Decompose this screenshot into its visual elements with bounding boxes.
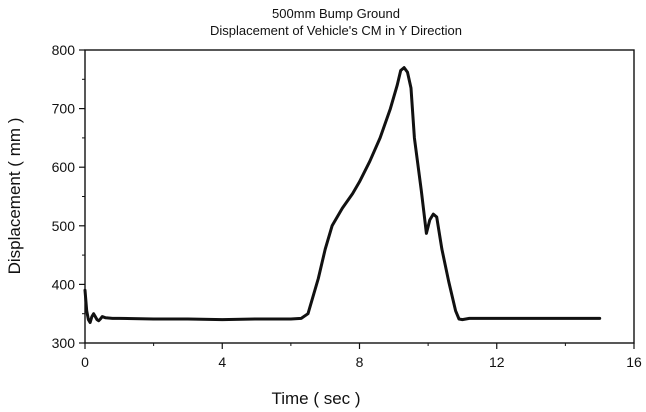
y-axis-label: Displacement ( mm ) bbox=[5, 118, 24, 275]
x-tick-label: 4 bbox=[218, 354, 226, 370]
x-axis-label: Time ( sec ) bbox=[271, 389, 360, 408]
y-tick-label: 400 bbox=[52, 276, 76, 292]
x-axis: 0 4 8 12 16 bbox=[81, 343, 642, 370]
y-tick-label: 800 bbox=[52, 42, 76, 58]
y-axis: 300 400 500 600 700 800 bbox=[52, 42, 85, 351]
x-tick-label: 12 bbox=[489, 354, 505, 370]
y-tick-label: 600 bbox=[52, 159, 76, 175]
plot-frame bbox=[84, 49, 635, 344]
x-tick-label: 8 bbox=[356, 354, 364, 370]
x-tick-label: 16 bbox=[626, 354, 642, 370]
y-tick-label: 500 bbox=[52, 218, 76, 234]
y-tick-label: 700 bbox=[52, 101, 76, 117]
chart-subtitle: Displacement of Vehicle's CM in Y Direct… bbox=[210, 23, 462, 38]
x-tick-label: 0 bbox=[81, 354, 89, 370]
chart-title: 500mm Bump Ground bbox=[272, 6, 400, 21]
displacement-series-line bbox=[83, 66, 602, 324]
y-tick-label: 300 bbox=[52, 335, 76, 351]
